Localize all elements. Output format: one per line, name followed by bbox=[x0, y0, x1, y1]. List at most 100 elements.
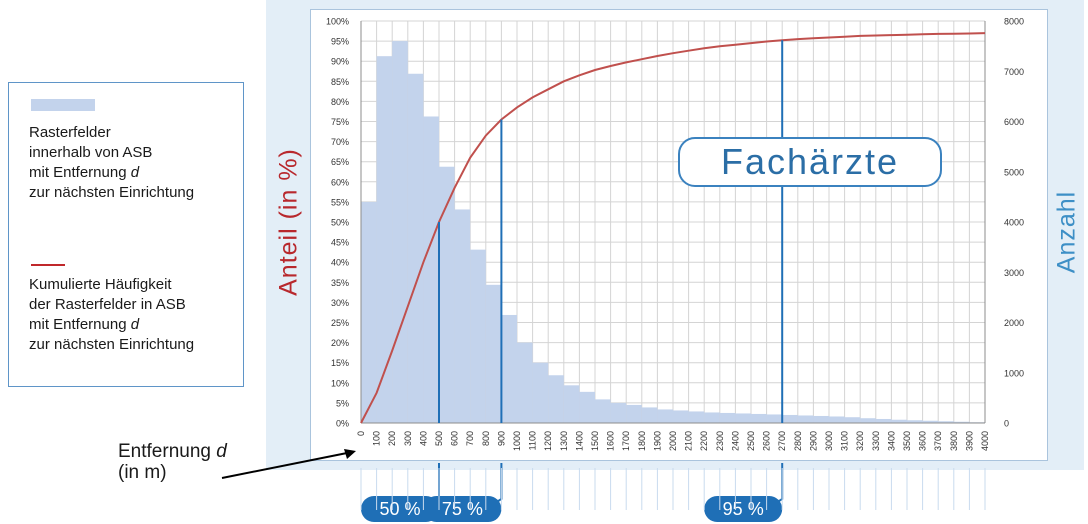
x-tick-label: 900 bbox=[496, 431, 506, 446]
x-axis-title: Entfernung d (in m) bbox=[118, 441, 227, 483]
bar-legend-var: d bbox=[130, 164, 140, 181]
x-tick-label: 3400 bbox=[886, 431, 896, 451]
y-left-tick-label: 80% bbox=[331, 97, 349, 107]
histogram-bar bbox=[891, 419, 907, 423]
histogram-bar bbox=[688, 411, 705, 423]
marker-callout bbox=[361, 496, 439, 522]
histogram-bar bbox=[751, 413, 767, 423]
line-legend-var: d bbox=[130, 316, 140, 333]
x-tick-label: 2700 bbox=[777, 431, 787, 451]
x-tick-label: 3700 bbox=[933, 431, 943, 451]
histogram-bar bbox=[829, 416, 845, 423]
histogram-bar bbox=[595, 399, 611, 423]
y-right-tick-label: 6000 bbox=[1004, 117, 1024, 127]
histogram-bar bbox=[704, 412, 720, 423]
x-tick-label: 3500 bbox=[902, 431, 912, 451]
histogram-bar bbox=[907, 420, 923, 423]
x-tick-label: 3100 bbox=[840, 431, 850, 451]
x-tick-label: 2000 bbox=[668, 431, 678, 451]
bar-legend-line-3: mit Entfernung d bbox=[29, 163, 194, 183]
x-tick-label: 2100 bbox=[684, 431, 694, 451]
marker-callout bbox=[423, 496, 502, 522]
x-tick-label: 1500 bbox=[590, 431, 600, 451]
x-tick-label: 1100 bbox=[528, 431, 538, 450]
histogram-bar bbox=[392, 41, 408, 423]
histogram-bar bbox=[922, 420, 939, 423]
y-left-tick-label: 85% bbox=[331, 77, 349, 87]
x-tick-label: 3200 bbox=[855, 431, 865, 451]
y-left-tick-label: 35% bbox=[331, 278, 349, 288]
x-tick-label: 2400 bbox=[730, 431, 740, 451]
x-tick-label: 600 bbox=[450, 431, 460, 446]
x-tick-label: 2200 bbox=[699, 431, 709, 451]
bar-legend-line-3-text: mit Entfernung bbox=[29, 164, 131, 181]
histogram-bar bbox=[517, 342, 533, 423]
legend: Rasterfelder innerhalb von ASB mit Entfe… bbox=[8, 82, 244, 387]
y-right-tick-label: 5000 bbox=[1004, 167, 1024, 177]
cumulative-line bbox=[360, 32, 986, 424]
x-tick-label: 4000 bbox=[980, 431, 990, 451]
y-left-tick-label: 90% bbox=[331, 57, 349, 67]
histogram-bar bbox=[610, 402, 627, 423]
histogram-bar bbox=[532, 362, 549, 423]
histogram-bar bbox=[766, 414, 783, 423]
line-legend-line-3-text: mit Entfernung bbox=[29, 316, 131, 333]
x-tick-label: 3300 bbox=[871, 431, 881, 451]
bar-legend-line-2: innerhalb von ASB bbox=[29, 144, 153, 161]
x-tick-label: 2600 bbox=[762, 431, 772, 451]
histogram-bar bbox=[782, 414, 798, 423]
x-title-arrowhead bbox=[344, 449, 356, 459]
histogram-bar bbox=[953, 421, 970, 423]
x-tick-label: 1000 bbox=[512, 431, 522, 451]
histogram-bar bbox=[454, 209, 471, 423]
y-left-tick-label: 75% bbox=[331, 117, 349, 127]
histogram-bar bbox=[361, 201, 377, 423]
y-left-tick-label: 5% bbox=[336, 398, 349, 408]
x-tick-label: 1400 bbox=[574, 431, 584, 451]
y-right-tick-label: 0 bbox=[1004, 419, 1009, 429]
x-tick-label: 2300 bbox=[715, 431, 725, 451]
histogram-bar bbox=[485, 284, 502, 423]
y-left-tick-label: 30% bbox=[331, 298, 349, 308]
y-left-tick-label: 0% bbox=[336, 419, 349, 429]
x-tick-label: 1800 bbox=[637, 431, 647, 451]
y-left-tick-label: 25% bbox=[331, 318, 349, 328]
y-left-tick-label: 100% bbox=[326, 17, 349, 27]
histogram-bar bbox=[673, 410, 689, 423]
line-legend-line-4: zur nächsten Einrichtung bbox=[29, 336, 195, 353]
histogram-bar bbox=[423, 116, 439, 423]
y-left-tick-label: 15% bbox=[331, 358, 349, 368]
y-left-tick-label: 95% bbox=[331, 37, 349, 47]
y-left-tick-label: 55% bbox=[331, 197, 349, 207]
histogram-bar bbox=[501, 314, 517, 423]
x-tick-label: 3600 bbox=[918, 431, 928, 451]
x-tick-label: 100 bbox=[372, 431, 382, 446]
y-left-tick-label: 45% bbox=[331, 238, 349, 248]
histogram-bar bbox=[548, 375, 564, 423]
y-right-tick-label: 2000 bbox=[1004, 318, 1024, 328]
line-legend-line-2: der Rasterfelder in ASB bbox=[29, 296, 186, 313]
x-tick-label: 3900 bbox=[964, 431, 974, 451]
x-tick-label: 1200 bbox=[543, 431, 553, 451]
y-right-tick-label: 1000 bbox=[1004, 368, 1024, 378]
histogram-bar bbox=[641, 407, 658, 423]
x-tick-label: 400 bbox=[418, 431, 428, 446]
bar-legend-line-1: Rasterfelder bbox=[29, 124, 111, 141]
marker-callout bbox=[704, 496, 783, 522]
bar-legend-swatch bbox=[31, 99, 95, 111]
chart-title-box: Fachärzte bbox=[678, 137, 942, 187]
histogram-bar bbox=[563, 385, 580, 423]
y-left-tick-label: 10% bbox=[331, 378, 349, 388]
marker-label: 95 % bbox=[723, 499, 764, 519]
histogram-bar bbox=[860, 418, 876, 423]
histogram-bar bbox=[407, 73, 424, 423]
x-axis-title-text: Entfernung bbox=[118, 441, 217, 462]
x-tick-label: 3000 bbox=[824, 431, 834, 451]
x-axis-title-var: d bbox=[216, 441, 227, 462]
x-tick-label: 700 bbox=[465, 431, 475, 446]
histogram-bar bbox=[938, 421, 954, 423]
line-legend-text: Kumulierte Häufigkeit der Rasterfelder i… bbox=[29, 275, 194, 355]
histogram-bar bbox=[844, 417, 861, 423]
line-legend-line-3: mit Entfernung d bbox=[29, 315, 194, 335]
